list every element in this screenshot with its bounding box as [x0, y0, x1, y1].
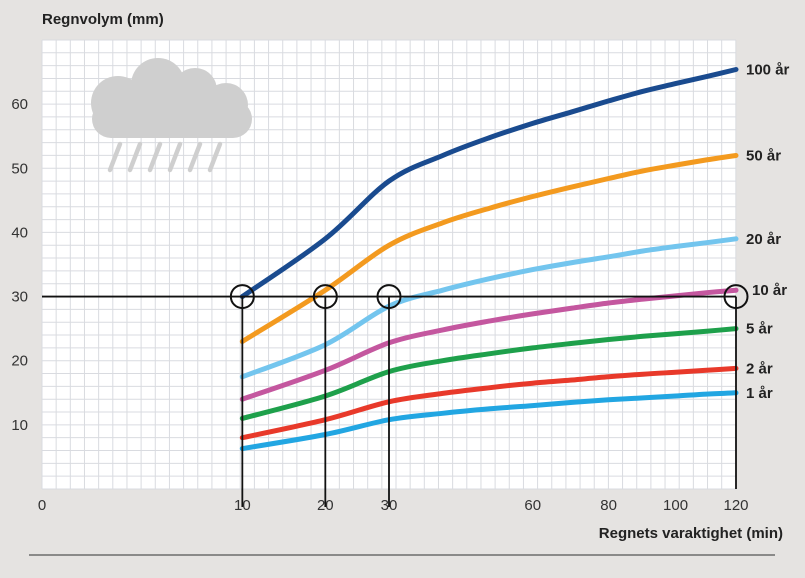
reference-marker [229, 284, 255, 310]
series-line [239, 153, 739, 344]
series-labels: 100 år 50 år 20 år 10 år 5 år 2 år 1 år [746, 62, 790, 402]
series-label: 50 år [746, 147, 781, 164]
x-axis-title: Regnets varaktighet (min) [599, 525, 783, 542]
series-label: 20 år [746, 231, 781, 248]
y-tick-labels: 10 20 30 40 50 60 [11, 96, 28, 434]
y-tick-label: 60 [11, 96, 28, 113]
series-line [239, 365, 739, 441]
x-tick-label: 120 [723, 497, 748, 514]
series-label: 100 år [746, 62, 790, 79]
x-tick-labels: 0 10 20 30 60 80 100 120 [38, 497, 749, 514]
x-tick-label: 100 [663, 497, 688, 514]
x-tick-label: 0 [38, 497, 46, 514]
y-axis-title: Regnvolym (mm) [42, 11, 164, 28]
y-tick-label: 10 [11, 417, 28, 434]
reference-line-group [42, 284, 749, 507]
series-line [239, 67, 739, 300]
series-line [239, 390, 739, 452]
y-tick-label: 50 [11, 160, 28, 177]
rain-cloud-icon [91, 58, 252, 173]
series-label: 2 år [746, 360, 773, 377]
y-tick-label: 20 [11, 353, 28, 370]
series-label: 1 år [746, 385, 773, 402]
y-tick-label: 30 [11, 289, 28, 306]
series-line [239, 326, 739, 421]
series-line [239, 236, 739, 380]
reference-marker [376, 284, 402, 310]
x-tick-label: 60 [524, 497, 541, 514]
reference-marker [312, 284, 338, 310]
series-label: 5 år [746, 321, 773, 338]
y-tick-label: 40 [11, 224, 28, 241]
reference-marker [723, 284, 749, 310]
x-tick-label: 80 [600, 497, 617, 514]
series-label: 10 år [752, 282, 787, 299]
